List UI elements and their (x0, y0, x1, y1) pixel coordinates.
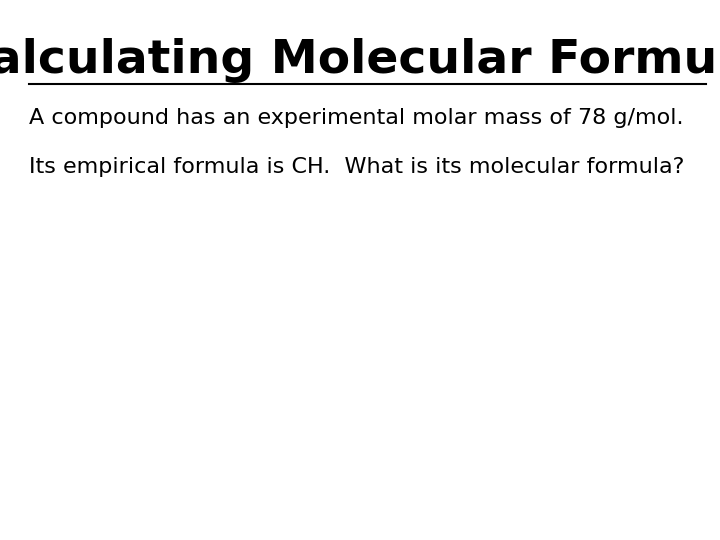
Text: Calculating Molecular Formula: Calculating Molecular Formula (0, 38, 720, 83)
Text: A compound has an experimental molar mass of 78 g/mol.: A compound has an experimental molar mas… (29, 108, 683, 128)
Text: Its empirical formula is CH.  What is its molecular formula?: Its empirical formula is CH. What is its… (29, 157, 684, 177)
